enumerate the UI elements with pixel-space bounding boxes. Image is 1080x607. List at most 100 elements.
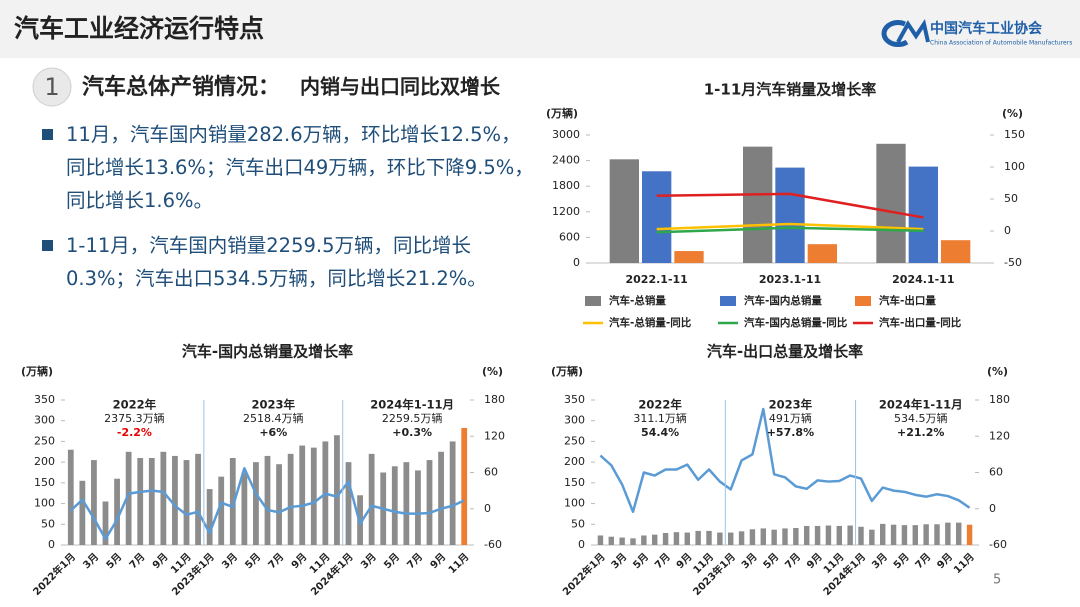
bar [738,531,745,545]
x-tick-label: 7月 [783,551,803,571]
y-axis-label: (万辆) [546,106,578,120]
y2-tick-label: 150 [1004,128,1025,141]
bar [67,449,74,545]
bar [695,530,701,545]
bar [652,534,658,545]
annotation-total: 2375.3万辆 [104,411,165,425]
annotation-total: 534.5万辆 [894,411,948,425]
x-tick-label: 7月 [127,551,147,571]
line-series [656,192,924,219]
y-tick-label: 50 [41,517,55,530]
y-tick-label: 1800 [552,179,580,192]
bar [114,478,120,545]
bar [415,470,421,545]
logo-text: 中国汽车工业协会 [930,20,1043,37]
x-tick-label: 11月 [446,551,471,576]
y-tick-label: 300 [34,414,55,427]
y-tick-label: 150 [564,476,585,489]
bar [403,462,410,545]
bar [674,251,704,263]
bar [858,526,864,545]
bar [137,458,144,545]
y-tick-label: 1200 [552,205,580,218]
annotation-total: 491万辆 [769,411,812,425]
bar [836,525,842,545]
y-tick-label: 100 [34,497,55,510]
y2-tick-label: 120 [484,429,505,442]
page-number: 5 [993,573,1001,588]
annotation-total: 311.1万辆 [633,411,687,425]
bullet: 11月，汽车国内销量282.6万辆，环比增长12.5%，同比增长13.6%；汽车… [40,118,540,217]
legend-label: 汽车-出口量 [879,294,936,307]
x-tick-label: 2022年1月 [560,550,608,598]
x-tick-label: 3月 [739,551,759,571]
x-tick-label: 5月 [382,551,402,571]
annotation-year: 2022年 [113,398,157,412]
y2-tick-label: 50 [1004,192,1018,205]
bar [760,528,766,545]
bar [608,536,614,545]
y-tick-label: 350 [34,393,55,406]
bar [287,453,294,545]
bar [782,528,788,545]
bar [876,143,906,263]
x-tick-label: 11月 [951,551,976,576]
y-tick-label: 0 [573,256,580,269]
annotation-year: 2023年 [252,398,296,412]
line-series [69,467,465,541]
legend-label: 汽车-总销量 [609,294,666,307]
bar [438,451,444,545]
y2-tick-label: 180 [484,393,505,406]
legend-label: 汽车-国内总销量 [744,294,822,307]
y2-axis-label: (%) [482,365,503,378]
bar [597,535,604,545]
x-tick-label: 5月 [243,551,263,571]
annotation-growth: +6% [259,426,287,439]
x-tick-label: 2023.1-11 [759,273,821,286]
logo-subtext: China Association of Automobile Manufact… [930,40,1072,47]
bar [807,244,837,263]
legend-label: 汽车-总销量-同比 [609,316,692,329]
y-tick-label: 3000 [552,128,580,141]
bar [945,522,951,545]
bar [264,455,271,545]
y2-axis-label: (%) [1002,107,1023,120]
annotation-year: 2022年 [638,398,682,412]
bar [102,501,109,545]
y2-tick-label: 100 [1004,160,1025,173]
x-tick-label: 3月 [358,551,378,571]
y2-tick-label: -60 [484,538,502,551]
annotation-year: 2023年 [769,398,813,412]
bar [218,476,225,545]
y2-tick-label: 120 [989,429,1010,442]
y-tick-label: 250 [34,434,55,447]
x-tick-label: 5月 [631,551,651,571]
bar [299,445,306,545]
bar [195,453,201,545]
y2-tick-label: 180 [989,393,1010,406]
chart-title: 1-11月汽车销量及增长率 [704,81,877,99]
bar [804,525,810,545]
x-tick-label: 9月 [428,551,448,571]
y-tick-label: 300 [564,414,585,427]
section-badge [32,67,72,107]
bar [148,458,155,545]
annotation-growth: -2.2% [117,426,152,439]
bar [706,530,712,545]
annotation-total: 2259.5万辆 [382,411,443,425]
x-tick-label: 2022年1月 [30,550,78,598]
bar [241,472,248,545]
bar [609,159,639,263]
x-tick-label: 9月 [289,551,309,571]
x-tick-label: 7月 [405,551,425,571]
bar [183,460,190,545]
header-band [0,0,1080,58]
bar [717,532,723,545]
x-tick-label: 7月 [913,551,933,571]
bar [771,529,777,545]
y2-axis-label: (%) [987,365,1008,378]
y2-tick-label: 0 [484,502,491,515]
annotation-growth: +0.3% [392,426,432,439]
